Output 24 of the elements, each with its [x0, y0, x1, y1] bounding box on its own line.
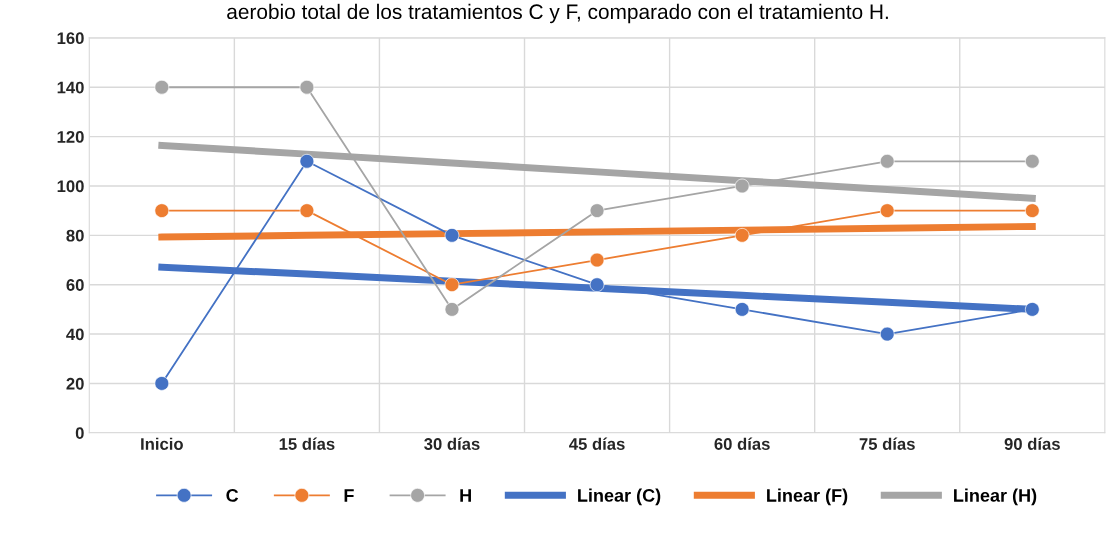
- x-tick-label: 45 días: [569, 437, 625, 450]
- y-tick-label: 0: [75, 427, 84, 439]
- y-tick-label: 160: [57, 32, 84, 45]
- y-tick-label: 120: [57, 131, 84, 143]
- legend-label: Linear (F): [767, 488, 848, 506]
- legend-label: Linear (H): [954, 488, 1037, 506]
- y-tick-label: 100: [57, 180, 84, 193]
- legend-label: H: [460, 489, 471, 502]
- y-tick-label: 20: [66, 377, 84, 390]
- x-tick-label: Inicio: [141, 437, 183, 450]
- chart-title: aerobio total de los tratamientos C y F, comparado con el tratamiento H.: [227, 3, 888, 24]
- legend-label: C: [226, 489, 239, 502]
- x-tick-label: 75 días: [859, 437, 915, 450]
- y-tick-label: 140: [57, 81, 84, 94]
- x-tick-label: 90 días: [1004, 437, 1060, 450]
- y-tick-label: 80: [66, 229, 84, 242]
- point: [589, 277, 605, 292]
- y-tick-label: 60: [66, 279, 84, 291]
- legend-label: Linear (C): [578, 488, 661, 506]
- legend-label: F: [344, 489, 354, 502]
- x-tick-label: 60 días: [714, 437, 770, 450]
- x-tick-label: 15 días: [279, 437, 335, 450]
- x-tick-label: 30 días: [424, 437, 480, 450]
- y-tick-label: 40: [66, 328, 84, 341]
